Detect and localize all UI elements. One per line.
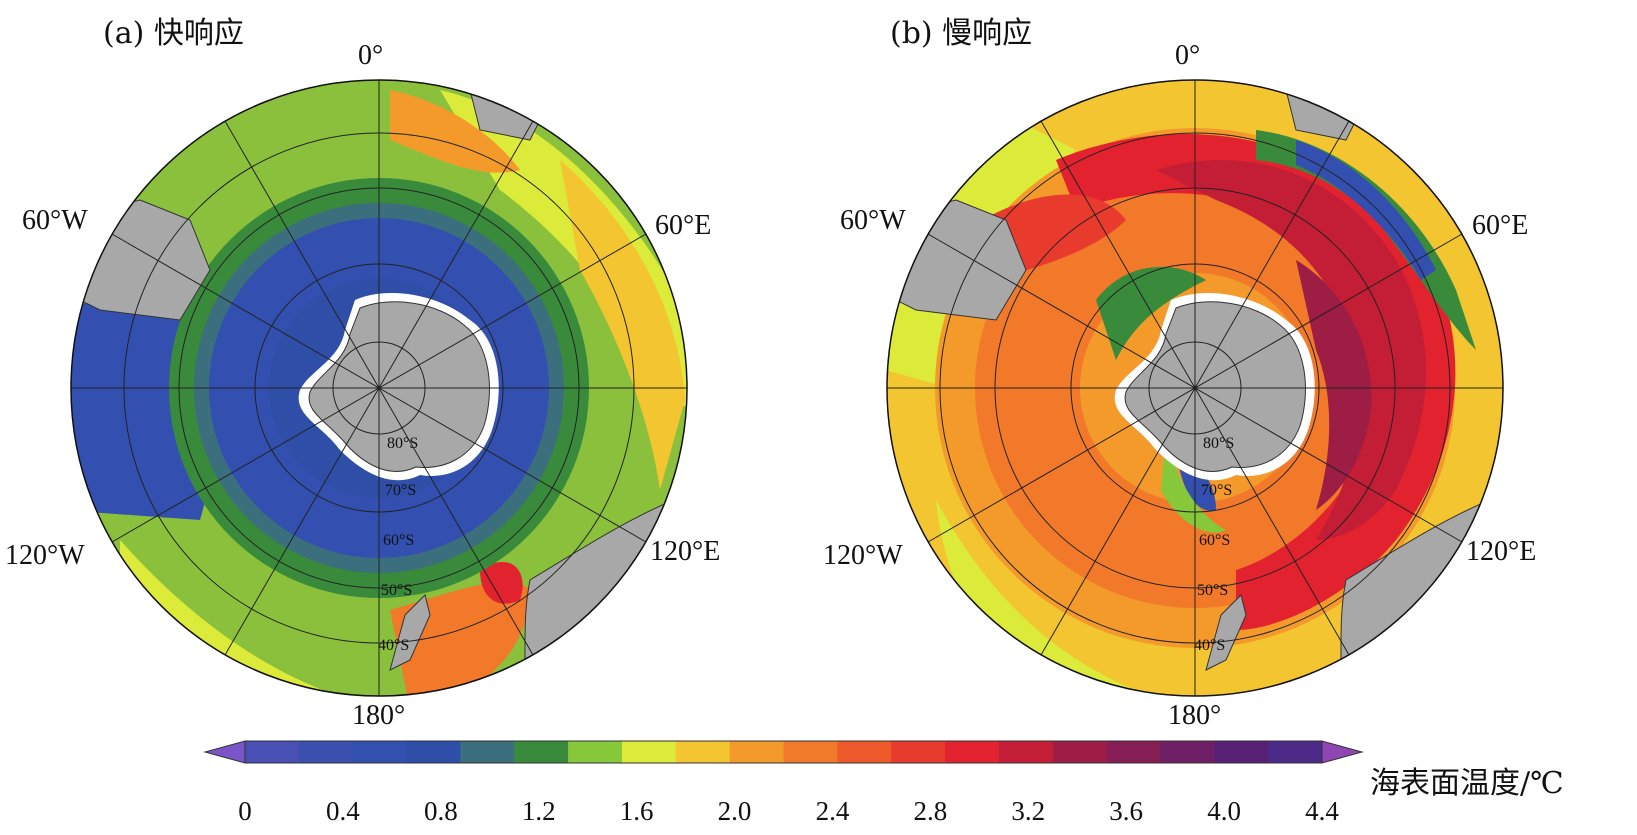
- panel-a-label-60w: 60°W: [22, 205, 88, 236]
- panel-b-title: (b) 慢响应: [890, 16, 1033, 51]
- panel-a-label-0: 0°: [358, 40, 384, 71]
- panel-b-label-180: 180°: [1168, 700, 1222, 731]
- colorbar-tick-label: 1.6: [619, 796, 654, 826]
- colorbar-swatch: [675, 741, 731, 763]
- colorbar-tick-label: 4.4: [1305, 796, 1339, 826]
- panel-b-label-120e: 120°E: [1466, 536, 1537, 567]
- colorbar-swatch: [298, 741, 354, 763]
- colorbar-tick-label: 3.6: [1109, 796, 1144, 826]
- colorbar-swatch: [514, 741, 569, 763]
- colorbar-swatch: [1214, 741, 1269, 763]
- panel-a-label-180: 180°: [352, 700, 406, 731]
- panel-a-lat-50: 50°S: [381, 582, 412, 599]
- panel-a-map: 80°S 70°S 60°S 50°S 40°S: [70, 79, 688, 697]
- panel-b-lat-50: 50°S: [1197, 582, 1228, 599]
- colorbar-swatch: [245, 741, 300, 763]
- colorbar-tick-label: 4.0: [1207, 796, 1241, 826]
- panel-b-lat-80: 80°S: [1203, 435, 1234, 452]
- panel-b-label-120w: 120°W: [823, 540, 903, 571]
- panel-a-title: (a) 快响应: [103, 16, 244, 51]
- colorbar-tick-label: 0: [238, 796, 252, 826]
- colorbar-swatch: [1052, 741, 1108, 763]
- panel-b-map: 80°S 70°S 60°S 50°S 40°S: [886, 79, 1504, 697]
- colorbar-swatch: [783, 741, 838, 763]
- colorbar-label: 海表面温度/℃: [1370, 766, 1564, 801]
- panel-b-lat-60: 60°S: [1199, 532, 1230, 549]
- panel-b-label-0: 0°: [1175, 40, 1201, 71]
- panel-b-lat-70: 70°S: [1201, 482, 1232, 499]
- panel-a-label-120e: 120°E: [650, 536, 721, 567]
- colorbar-swatch: [729, 741, 784, 763]
- colorbar-swatch: [837, 741, 892, 763]
- colorbar-tick-label: 0.8: [423, 796, 458, 826]
- colorbar-outline: [244, 740, 1323, 764]
- colorbar-swatch: [1106, 741, 1161, 763]
- colorbar-swatch: [568, 741, 623, 763]
- panel-b-lat-40: 40°S: [1194, 637, 1225, 654]
- colorbar-tick-label: 2.8: [913, 796, 948, 826]
- colorbar-swatch: [945, 741, 1000, 763]
- panel-a-lat-40: 40°S: [378, 637, 409, 654]
- colorbar-extend-low: [203, 740, 246, 764]
- colorbar-extend-high: [1321, 740, 1364, 764]
- colorbar-tick-label: 3.2: [1011, 796, 1046, 826]
- panel-a-label-120w: 120°W: [5, 540, 85, 571]
- colorbar-tick-label: 2.4: [815, 796, 850, 826]
- colorbar-swatch: [460, 741, 515, 763]
- colorbar-swatch: [621, 741, 677, 763]
- colorbar-tick-label: 0.4: [326, 796, 360, 826]
- colorbar-swatch: [406, 741, 461, 763]
- panel-b-label-60e: 60°E: [1472, 210, 1529, 241]
- panel-a-lat-80: 80°S: [387, 435, 418, 452]
- colorbar-swatch: [891, 741, 946, 763]
- panel-b-label-60w: 60°W: [840, 205, 906, 236]
- colorbar-swatch: [998, 741, 1054, 763]
- colorbar: [203, 740, 1364, 764]
- colorbar-tick-label: 1.2: [521, 796, 556, 826]
- panel-a-lat-70: 70°S: [385, 482, 416, 499]
- colorbar-swatch: [1160, 741, 1215, 763]
- panel-a-label-60e: 60°E: [655, 210, 712, 241]
- colorbar-tick-label: 2.0: [717, 796, 752, 826]
- panel-a-lat-60: 60°S: [383, 532, 414, 549]
- colorbar-swatch: [1268, 741, 1323, 763]
- colorbar-swatch: [352, 741, 408, 763]
